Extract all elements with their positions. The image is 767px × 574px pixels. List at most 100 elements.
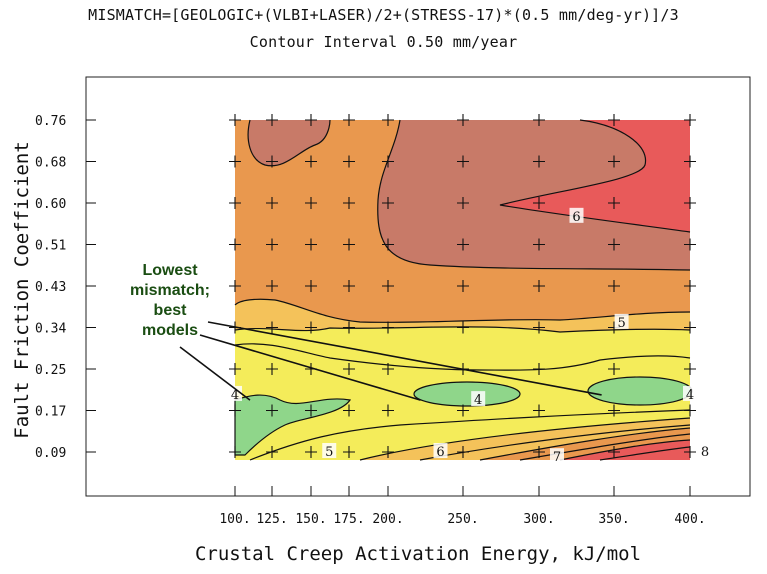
grid-plus-mark <box>684 280 696 292</box>
zone-red <box>500 120 690 232</box>
grid-plus-mark <box>266 155 278 168</box>
grid-plus-mark <box>533 155 545 168</box>
grid-plus-mark <box>533 197 545 209</box>
x-tick-label: 350. <box>598 512 629 527</box>
grid-plus-mark <box>457 197 469 209</box>
zone-brown-red-top-left <box>248 120 330 166</box>
grid-plus-mark <box>382 280 394 292</box>
contour-line-6 <box>377 119 691 271</box>
grid-plus-mark <box>266 197 278 209</box>
grid-plus-mark <box>229 446 241 458</box>
grid-plus-mark <box>533 238 545 251</box>
x-tick-label: 300. <box>523 512 554 527</box>
contour-line-6-5 <box>499 119 691 233</box>
annotation-arrows <box>179 321 602 401</box>
grid-plus-mark <box>608 280 620 292</box>
grid-plus-mark <box>266 446 278 458</box>
grid-plus-mark <box>229 363 241 375</box>
grid-plus-mark <box>343 155 355 168</box>
contour-line-6-top-left <box>247 119 331 167</box>
annotation-line-3: best <box>154 302 188 319</box>
grid-plus-mark <box>457 321 469 334</box>
y-tick-label: 0.25 <box>35 363 66 378</box>
grid-plus-mark <box>684 155 696 168</box>
contour-label-bg <box>433 443 448 458</box>
contour-label: 7 <box>553 450 561 465</box>
y-tick-label: 0.43 <box>35 280 66 295</box>
grid-plus-mark <box>684 321 696 334</box>
contour-label: 6 <box>572 210 580 225</box>
grid-plus-mark <box>684 238 696 251</box>
grid-plus-mark <box>457 155 469 168</box>
grid-plus-mark <box>305 321 317 334</box>
grid-plus-mark <box>229 280 241 292</box>
contour-label-bg <box>614 313 629 329</box>
zone-brown-red <box>377 120 690 270</box>
contour-line-bottom-6-5 <box>479 427 691 461</box>
grid-plus-mark <box>457 404 469 417</box>
grid-plus-mark <box>343 238 355 251</box>
grid-plus-mark <box>266 280 278 292</box>
contour-label-bg <box>322 443 337 458</box>
y-tick-label: 0.68 <box>35 156 66 171</box>
grid-plus-mark <box>608 155 620 168</box>
grid-plus-mark <box>229 114 241 126</box>
contour-label: 5 <box>325 445 333 460</box>
grid-plus-mark <box>343 404 355 417</box>
grid-plus-mark <box>608 446 620 458</box>
y-tick-label: 0.34 <box>35 322 66 337</box>
grid-plus-mark <box>305 238 317 251</box>
contour-label-bg <box>698 443 712 458</box>
x-tick-label: 100. <box>219 512 250 527</box>
grid-plus-mark <box>229 238 241 251</box>
y-tick-labels: 0.09 0.17 0.25 0.34 0.43 0.51 0.60 0.68 0.76 <box>35 114 96 461</box>
zone-green-right <box>587 376 693 406</box>
grid-plus-mark <box>457 238 469 251</box>
x-axis-title: Crustal Creep Activation Energy, kJ/mol <box>195 543 641 565</box>
contour-line-4-5 <box>234 343 691 371</box>
grid-plus-mark <box>382 363 394 375</box>
contour-line-5 <box>234 326 691 333</box>
annotation-line-1: Lowest <box>142 262 198 279</box>
contour-label: 4 <box>686 388 694 403</box>
grid-plus-mark <box>266 321 278 334</box>
grid-plus-mark <box>266 114 278 126</box>
annotation-arrow <box>179 346 251 401</box>
grid-plus-mark <box>305 114 317 126</box>
grid-plus-mark <box>343 197 355 209</box>
grid-plus-mark <box>684 114 696 126</box>
contour-label-bg <box>471 391 486 407</box>
contour-line-bottom-6 <box>419 424 691 461</box>
contour-labels: 4 4 4 5 5 6 6 7 8 <box>228 207 712 465</box>
contour-label-bg <box>228 385 242 401</box>
chart-title: MISMATCH=[GEOLOGIC+(VLBI+LASER)/2+(STRES… <box>88 6 679 24</box>
grid-plus-mark <box>266 363 278 375</box>
grid-plus-mark <box>608 197 620 209</box>
contour-line-bottom-5 <box>249 409 691 461</box>
grid-plus-mark <box>684 446 696 458</box>
grid-plus-mark <box>305 280 317 292</box>
grid-plus-mark <box>608 404 620 417</box>
x-tick-label: 250. <box>447 512 478 527</box>
grid-plus-mark <box>382 155 394 168</box>
grid-plus-mark <box>343 321 355 334</box>
contour-lines <box>234 119 691 461</box>
grid-plus-mark <box>457 280 469 292</box>
y-axis-title: Fault Friction Coefficient <box>11 141 33 438</box>
grid-plus-mark <box>533 114 545 126</box>
contour-line-bottom-7 <box>519 433 691 461</box>
grid-plus-mark <box>382 321 394 334</box>
grid-plus-mark <box>382 197 394 209</box>
x-tick-label: 200. <box>372 512 403 527</box>
grid-plus-mark <box>343 363 355 375</box>
grid-marks <box>229 114 696 458</box>
grid-plus-mark <box>382 446 394 458</box>
grid-plus-mark <box>533 446 545 458</box>
grid-plus-mark <box>684 197 696 209</box>
zone-bottom-deep-red <box>560 440 690 460</box>
y-tick-label: 0.60 <box>35 197 66 212</box>
x-tick-labels: 100. 125. 150. 175. 200. 250. 300. 350. 400. <box>219 486 706 527</box>
x-tick-label: 400. <box>674 512 705 527</box>
grid-plus-mark <box>382 114 394 126</box>
